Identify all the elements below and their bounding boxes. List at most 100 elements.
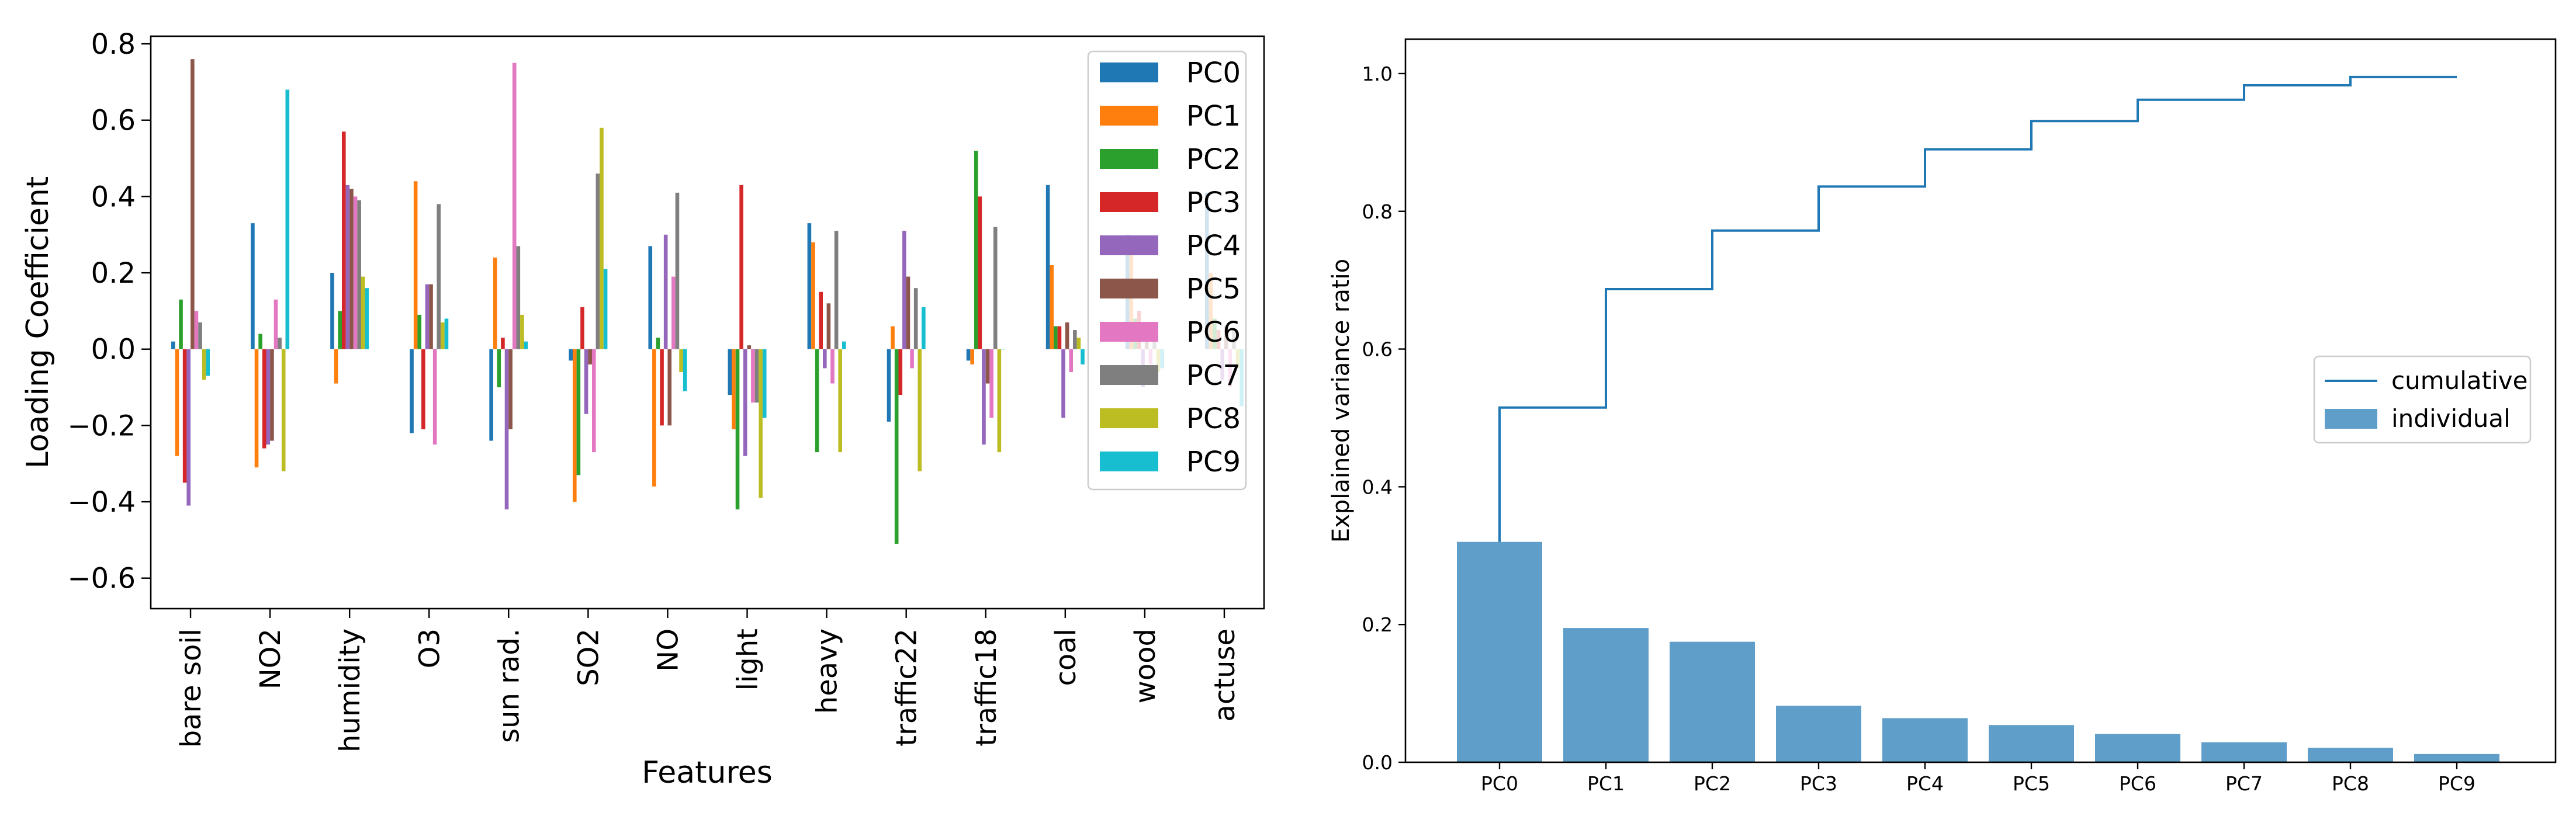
loading-bar-pc3: [182, 349, 187, 483]
left-axes-frame: [150, 35, 1265, 610]
loading-bar-pc9: [762, 349, 767, 418]
loading-bar-pc5: [667, 349, 672, 426]
left-x-tick-label: wood: [1129, 629, 1162, 703]
loading-bar-pc3: [341, 131, 346, 349]
loading-bar-pc3: [739, 185, 743, 349]
right-x-tick-label: PC9: [2438, 772, 2475, 795]
legend-swatch-pc7: [1100, 365, 1158, 385]
loading-bar-pc6: [512, 62, 517, 349]
loading-bar-pc8: [202, 349, 206, 380]
left-x-tick-label: O3: [413, 629, 446, 668]
loading-bar-pc9: [524, 341, 528, 349]
loading-bar-pc0: [728, 349, 732, 395]
loading-bar-pc6: [671, 276, 676, 349]
loading-bar-pc4: [266, 349, 271, 445]
loading-bar-pc8: [759, 349, 763, 498]
loading-bar-pc1: [1050, 265, 1054, 349]
right-x-tick-label: PC2: [1694, 772, 1731, 795]
right-y-tick-label: 0.6: [1362, 338, 1393, 361]
left-x-tick-label: SO2: [572, 629, 605, 686]
loading-bar-pc1: [175, 349, 179, 456]
loading-bar-pc7: [754, 349, 759, 403]
right-x-tick-label: PC7: [2225, 772, 2263, 795]
left-y-tick-label: −0.6: [67, 562, 136, 595]
loading-bar-pc5: [191, 59, 195, 349]
loading-coefficient-chart: −0.6 −0.4 −0.2 0.0 0.2 0.4 0.6 0.8 bare soil NO2…: [20, 28, 1265, 790]
loading-bar-pc3: [262, 349, 266, 449]
loading-bar-pc8: [520, 314, 524, 349]
variance-bar-pc2: [1670, 641, 1755, 762]
variance-bar-pc4: [1882, 718, 1968, 762]
loading-bar-pc8: [441, 322, 445, 349]
loading-bar-pc4: [186, 349, 191, 506]
loading-bar-pc1: [652, 349, 656, 487]
left-y-tick-label: 0.2: [91, 257, 136, 290]
left-x-tick-label: heavy: [811, 629, 844, 714]
right-axes-frame: [1404, 38, 2557, 763]
left-x-tick-label: NO: [652, 629, 684, 672]
loading-bar-pc9: [285, 89, 290, 349]
loading-bar-pc5: [508, 349, 513, 429]
loading-bar-pc1: [891, 326, 895, 349]
loading-bar-pc2: [417, 314, 422, 349]
variance-bar-pc9: [2414, 754, 2499, 762]
loading-bar-pc3: [819, 291, 823, 349]
legend-swatch-pc4: [1100, 235, 1158, 255]
legend-swatch-pc8: [1100, 408, 1158, 428]
left-y-tick-label: −0.2: [67, 409, 136, 442]
loading-bar-pc8: [281, 349, 286, 471]
left-x-ticks: bare soil NO2 humidity O3 sun rad. SO2 NO light…: [175, 609, 1241, 752]
variance-bar-pc8: [2308, 748, 2393, 762]
loading-bar-pc1: [572, 349, 577, 502]
legend-swatch-pc6: [1100, 322, 1158, 342]
legend-label-pc5: PC5: [1186, 273, 1241, 305]
loading-bar-pc0: [569, 349, 573, 361]
left-x-tick-label: actuse: [1209, 629, 1241, 722]
loading-bar-pc5: [429, 284, 433, 349]
loading-bar-pc8: [997, 349, 1002, 453]
left-x-tick-label: sun rad.: [493, 629, 525, 743]
loading-bar-pc3: [978, 196, 982, 349]
left-y-tick-label: 0.0: [91, 334, 136, 366]
loading-bar-pc5: [826, 303, 831, 349]
loading-bar-pc4: [425, 284, 430, 349]
loading-bar-pc3: [1057, 326, 1062, 349]
loading-bar-pc3: [501, 338, 505, 349]
loading-bar-pc0: [966, 349, 971, 361]
legend-swatch-pc3: [1100, 192, 1158, 212]
left-x-tick-label: humidity: [334, 629, 366, 752]
legend-label-pc7: PC7: [1186, 359, 1241, 392]
right-x-tick-label: PC4: [1906, 772, 1944, 795]
loading-bar-pc3: [898, 349, 903, 395]
left-x-tick-label: coal: [1050, 629, 1082, 686]
loading-bar-pc9: [922, 307, 926, 349]
loading-bar-pc8: [600, 127, 604, 349]
loading-bar-pc6: [432, 349, 437, 445]
loading-bar-pc7: [993, 227, 998, 349]
left-legend: PC0 PC1 PC2 PC3 PC4 PC5 PC6 PC7 PC8 PC9: [1087, 50, 1247, 491]
loading-bar-pc9: [842, 341, 846, 349]
right-y-tick-label: 0.0: [1362, 751, 1393, 774]
loading-bar-pc9: [1001, 349, 1005, 350]
legend-swatch-pc9: [1100, 452, 1158, 471]
loading-bar-pc4: [743, 349, 747, 456]
loading-bar-pc5: [747, 345, 752, 349]
loading-bar-pc2: [1054, 326, 1058, 349]
loading-bar-pc2: [894, 349, 899, 544]
loading-bar-pc2: [576, 349, 581, 475]
loading-bar-pc2: [497, 349, 501, 388]
loading-bar-pc5: [985, 349, 990, 384]
loading-bar-pc3: [421, 349, 425, 429]
loading-bar-pc2: [974, 151, 978, 349]
loading-bar-pc1: [970, 349, 974, 364]
loading-bar-pc1: [732, 349, 736, 429]
loading-bar-pc1: [413, 181, 418, 349]
variance-bar-pc7: [2201, 742, 2287, 762]
loading-bar-pc0: [171, 341, 175, 349]
loading-bar-pc9: [683, 349, 687, 391]
right-x-tick-label: PC8: [2332, 772, 2369, 795]
legend-individual-swatch: [2325, 409, 2377, 429]
left-x-tick-label: traffic18: [970, 629, 1003, 746]
right-x-tick-label: PC0: [1481, 772, 1518, 795]
